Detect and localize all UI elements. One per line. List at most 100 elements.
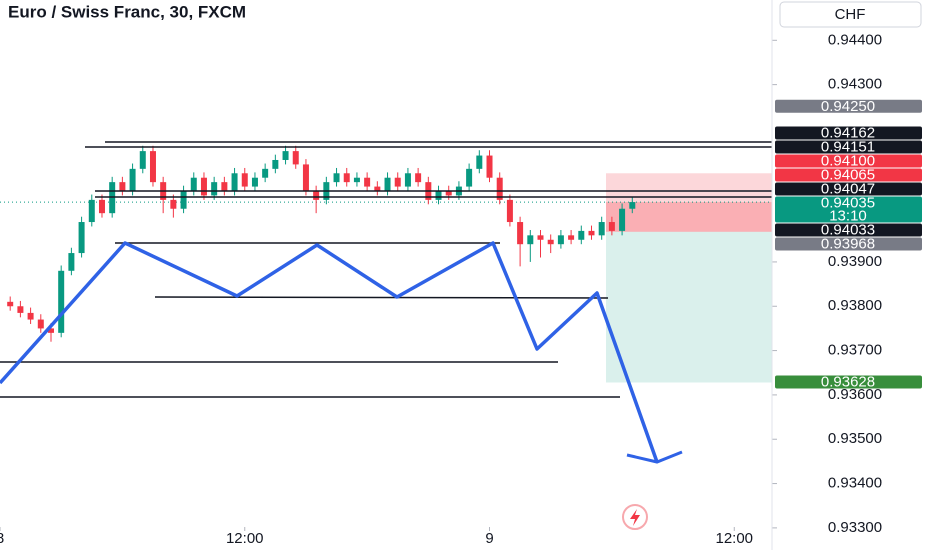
candle-body [231,173,238,192]
price-tag [775,154,922,168]
candle-body [415,173,422,183]
candle-body [404,173,411,187]
drawings [0,141,772,398]
grid: 0.94400 0.94300 0.93900 0.93800 0.93700 0.936… [0,31,882,547]
candle-body [221,182,228,192]
candle-body [129,168,136,192]
arrow-head [626,450,683,464]
candle-body [557,235,564,245]
candle-body [353,177,360,183]
candle-body [598,222,605,236]
candle-body [211,182,218,196]
price-tag-label: 0.94162 [821,124,875,141]
candle-body [68,253,75,271]
candle-body [578,230,585,240]
candle-body [619,208,626,231]
x-tick-label: 12:00 [715,530,753,547]
y-tick-label: 0.93500 [828,430,882,447]
y-tick-label: 0.93600 [828,386,882,403]
candle-body [527,235,534,245]
candle-body [292,151,299,165]
candle-body [139,151,146,169]
candle-body [343,173,350,183]
price-tag [775,223,922,237]
price-tag-label: 0.94065 [821,166,875,183]
candle-body [7,301,14,307]
price-tag [775,375,922,389]
candle-body [588,230,595,236]
candle-body [486,155,493,178]
candle-body [190,177,197,192]
trend-line [154,296,609,299]
candle-body [149,151,156,183]
y-tick-label: 0.94300 [828,76,882,93]
y-tick-label: 0.93700 [828,342,882,359]
price-tag-label: 0.94100 [821,152,875,169]
price-tag-label: 0.93628 [821,373,875,390]
price-tags: 0.942500.941620.941510.941000.940650.940… [775,98,922,390]
price-tag-label: 0.94151 [821,138,875,155]
candle-body [517,222,524,245]
price-tag [775,196,922,223]
y-tick-label: 0.93900 [828,253,882,270]
candles [7,145,636,342]
candle-body [17,306,24,313]
price-tag-label: 0.94250 [821,98,875,115]
candle-body [476,155,483,169]
y-tick-label: 0.94400 [828,31,882,48]
price-tag-label: 0.94047 [821,180,875,197]
candle-body [435,191,442,200]
candle-body [272,159,279,169]
candle-body [302,164,309,192]
x-tick-label: 12:00 [226,530,264,547]
price-tag [775,140,922,154]
replay-icon[interactable] [622,504,648,530]
candle-body [313,191,320,200]
candle-body [496,177,503,200]
candle-body [241,173,248,187]
candle-body [88,199,95,223]
price-tag [775,182,922,196]
price-tag-label: 0.93968 [821,235,875,252]
candle-body [78,222,85,254]
candle-body [547,239,554,245]
candle-body [262,168,269,178]
candle-body [27,312,34,320]
candle-body [180,191,187,209]
candle-body [170,199,177,209]
candle-body [374,186,381,192]
y-tick-label: 0.93300 [828,519,882,536]
candle-body [537,235,544,240]
price-tag-label: 0.94033 [821,221,875,238]
candle-body [384,177,391,192]
target-zone [606,231,772,383]
candle-body [466,168,473,187]
candle-body [568,235,575,240]
chart-title: Euro / Swiss Franc, 30, FXCM [8,2,246,21]
candle-body [629,202,636,209]
candle-body [608,222,615,231]
candle-body [200,177,207,196]
candle-body [506,199,513,223]
candle-body [364,177,371,187]
price-tag [775,99,922,113]
candle-body [251,177,258,187]
price-tag-label: 0.94035 [821,194,875,211]
candle-body [445,191,452,196]
price-tag [775,168,922,182]
zigzag-path [0,241,659,463]
candle-body [58,270,65,333]
candle-body [333,173,340,183]
candle-body [47,328,54,333]
position-tool [0,173,772,383]
candle-body [37,319,44,329]
candle-body [282,151,289,160]
x-tick-label: 9 [485,530,493,547]
candle-body [394,177,401,187]
x-tick-label: 8 [0,530,4,547]
currency-label: CHF [835,6,866,23]
price-tag [775,126,922,140]
currency-button[interactable] [779,1,922,28]
countdown-label: 13:10 [829,207,867,224]
